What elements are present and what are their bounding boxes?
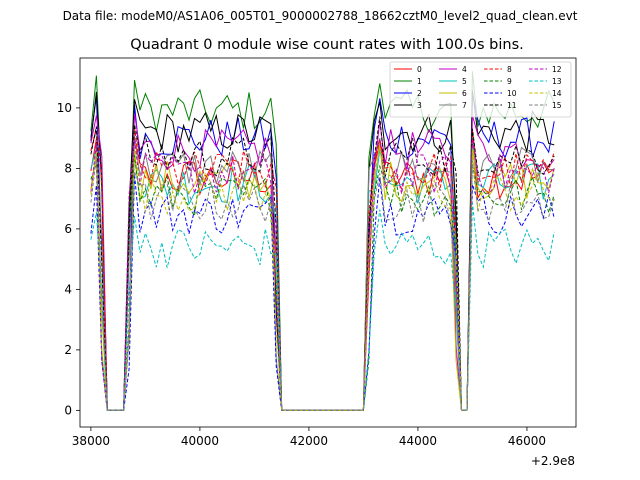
legend-box	[389, 61, 572, 118]
legend-label-8: 8	[507, 65, 512, 74]
x-axis: 38000 40000 42000 44000 46000	[72, 427, 546, 448]
legend-label-3: 3	[417, 101, 422, 110]
legend-label-10: 10	[507, 89, 517, 98]
y-tick-label: 0	[64, 403, 72, 417]
suptitle: Data file: modeM0/AS1A06_005T01_90000027…	[63, 9, 578, 23]
x-tick-label: 38000	[72, 434, 110, 448]
x-tick-label: 46000	[508, 434, 546, 448]
legend-label-15: 15	[552, 101, 562, 110]
y-tick-label: 6	[64, 222, 72, 236]
chart-title: Quadrant 0 module wise count rates with …	[130, 37, 524, 53]
axes-frame	[79, 57, 577, 428]
legend-label-14: 14	[552, 89, 562, 98]
series-line-15	[90, 156, 555, 411]
y-tick-label: 4	[64, 282, 72, 296]
x-tick-label: 44000	[399, 434, 437, 448]
y-axis: 0 2 4 6 8 10	[57, 101, 80, 417]
legend-label-13: 13	[552, 77, 562, 86]
x-tick-label: 40000	[181, 434, 219, 448]
legend-label-5: 5	[462, 77, 467, 86]
legend-label-9: 9	[507, 77, 512, 86]
series-layer	[90, 71, 555, 411]
legend-label-11: 11	[507, 101, 517, 110]
y-tick-label: 10	[57, 101, 72, 115]
legend-label-7: 7	[462, 101, 467, 110]
x-tick-label: 42000	[290, 434, 328, 448]
y-tick-label: 2	[64, 343, 72, 357]
legend-label-12: 12	[552, 65, 562, 74]
legend-label-1: 1	[417, 77, 422, 86]
plot-area	[79, 57, 577, 428]
legend-label-4: 4	[462, 65, 467, 74]
x-offset-label: +2.9e8	[531, 454, 575, 468]
legend-label-6: 6	[462, 89, 467, 98]
legend-label-2: 2	[417, 89, 422, 98]
legend-label-0: 0	[417, 65, 422, 74]
y-tick-label: 8	[64, 161, 72, 175]
